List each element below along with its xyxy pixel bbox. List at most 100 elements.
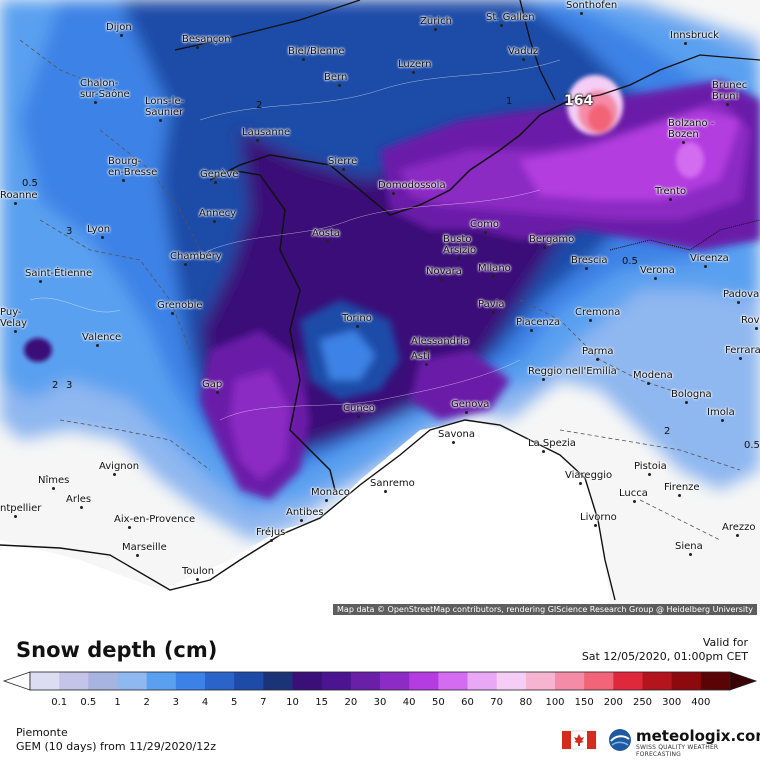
legend-swatch	[117, 672, 148, 690]
valid-label: Valid for	[702, 636, 748, 649]
contour-label: 3	[66, 380, 73, 391]
city-dot	[213, 220, 216, 223]
legend-tick-label: 2	[143, 697, 150, 708]
city-dot	[128, 526, 131, 529]
city-dot	[196, 46, 199, 49]
legend-swatch	[59, 672, 89, 690]
meteologix-globe-icon	[609, 729, 631, 751]
contour-label: 0.5	[622, 256, 638, 267]
city-dot	[594, 524, 597, 527]
city-label: Viareggio	[565, 470, 613, 481]
city-dot	[159, 119, 162, 122]
city-dot	[300, 519, 303, 522]
city-dot	[689, 553, 692, 556]
city-dot	[214, 181, 217, 184]
city-dot	[579, 482, 582, 485]
city-label: Pavia	[478, 299, 505, 310]
page-title: Snow depth (cm)	[16, 638, 218, 662]
city-label: Imola	[707, 407, 735, 418]
city-label: Domodossola	[378, 180, 446, 191]
city-label: Ferrara	[725, 345, 760, 356]
city-label: Besançon	[182, 34, 231, 45]
city-dot	[392, 192, 395, 195]
city-label: Toulon	[182, 566, 215, 577]
brand-name[interactable]: meteologix.com	[636, 727, 760, 745]
city-label: Sanremo	[370, 478, 415, 489]
city-dot	[338, 84, 341, 87]
city-dot	[113, 473, 116, 476]
legend-tick-label: 60	[461, 697, 474, 708]
legend-tick-label: 0.1	[51, 697, 68, 708]
city-dot	[52, 487, 55, 490]
legend-tick-label: 200	[603, 697, 623, 708]
legend-tick-label: 20	[344, 697, 358, 708]
city-dot	[96, 344, 99, 347]
city-dot	[530, 329, 533, 332]
legend-tick-label: 1	[114, 697, 121, 708]
city-dot	[682, 141, 685, 144]
city-label: Firenze	[664, 482, 700, 493]
city-dot	[543, 246, 546, 249]
legend-tick-label: 4	[201, 697, 209, 708]
city-label: Innsbruck	[670, 30, 719, 41]
city-dot	[465, 411, 468, 414]
city-dot	[684, 42, 687, 45]
legend-tick-label: 3	[172, 697, 180, 708]
city-label: Lons-le- Saunier	[145, 96, 185, 118]
legend-swatch	[175, 672, 206, 690]
city-label: Puy- Velay	[0, 307, 28, 329]
city-label: Monaco	[311, 487, 350, 498]
legend-tick-label: 80	[519, 697, 533, 708]
valid-time: Sat 12/05/2020, 01:00pm CET	[581, 650, 748, 663]
legend-tick-label: 5	[230, 697, 238, 708]
city-dot	[412, 71, 415, 74]
legend-tick-label: 30	[373, 697, 387, 708]
city-dot	[647, 382, 650, 385]
legend-tick-label: 300	[662, 697, 682, 708]
legend-tick-label: 0.5	[80, 697, 97, 708]
legend-swatch	[380, 672, 410, 690]
color-legend	[2, 671, 758, 691]
legend-swatch	[584, 672, 614, 690]
legend-swatch	[467, 672, 498, 690]
max-snow-marker: 164	[564, 93, 594, 109]
legend-border	[29, 671, 731, 691]
city-label: ntpellier	[0, 503, 42, 514]
map-attribution[interactable]: Map data © OpenStreetMap contributors, r…	[333, 604, 757, 615]
city-label: Chalon-sur-Saône	[80, 78, 130, 100]
city-label: Bolzano - Bozen	[668, 118, 715, 140]
city-label: Gap	[202, 379, 223, 390]
city-label: Bologna	[671, 389, 712, 400]
city-dot	[654, 277, 657, 280]
legend-tick-label: 50	[431, 697, 445, 708]
legend-tick-label: 400	[691, 697, 711, 708]
city-label: Milano	[478, 263, 511, 274]
city-label: Savona	[438, 429, 475, 440]
city-label: Verona	[640, 265, 675, 276]
city-label: Parma	[582, 346, 614, 357]
city-label: Sonthofen	[566, 0, 618, 11]
contour-label: 1	[506, 96, 513, 107]
city-label: Sierre	[328, 156, 358, 167]
legend-swatch	[350, 672, 381, 690]
city-label: Novara	[426, 266, 462, 277]
city-dot	[14, 330, 17, 333]
city-label: Reggio nell'Emilia	[528, 366, 617, 377]
city-dot	[184, 263, 187, 266]
city-dot	[80, 506, 83, 509]
city-dot	[739, 357, 742, 360]
city-dot	[14, 515, 17, 518]
legend-tick-label: 100	[545, 697, 565, 708]
city-label: Livorno	[580, 512, 617, 523]
city-dot	[542, 450, 545, 453]
city-dot	[522, 58, 525, 61]
city-label: Piacenza	[516, 317, 561, 328]
legend-swatch	[642, 672, 673, 690]
city-label: Marseille	[122, 542, 167, 553]
city-dot	[492, 311, 495, 314]
city-dot	[171, 312, 174, 315]
legend-swatch	[263, 672, 293, 690]
city-dot	[721, 419, 724, 422]
city-label: Saint-Étienne	[25, 268, 93, 279]
city-label: Nîmes	[38, 475, 70, 486]
